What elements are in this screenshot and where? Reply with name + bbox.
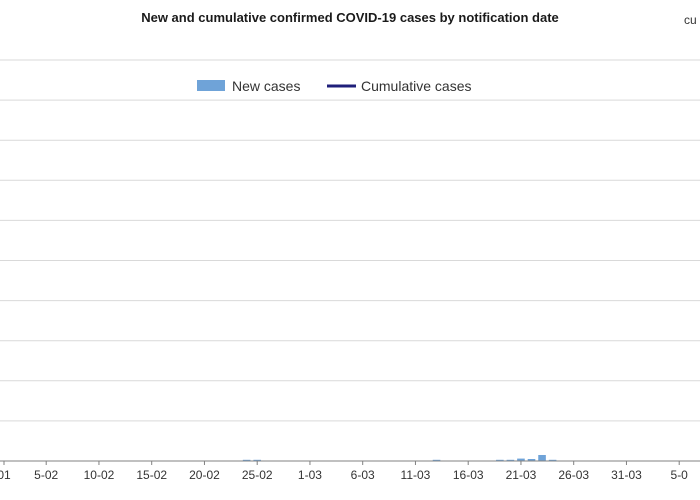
x-tick-label: 21-03 [506, 468, 537, 482]
x-tick-label: 25-02 [242, 468, 273, 482]
new-cases-bar [506, 459, 515, 461]
x-tick-label: 15-02 [136, 468, 167, 482]
x-tick-label: 01 [0, 468, 11, 482]
new-cases-bar [432, 459, 441, 461]
x-tick-labels: 01 5-02 10-02 15-02 20-02 25-02 1-03 6-03 11-03 1… [0, 461, 688, 482]
legend-new-cases-swatch [197, 80, 225, 91]
x-tick-label: 16-03 [453, 468, 484, 482]
legend-cumulative-cases-label: Cumulative cases [361, 78, 472, 94]
x-tick-label: 10-02 [84, 468, 115, 482]
new-cases-bar [548, 459, 557, 461]
new-cases-bar [527, 459, 536, 461]
x-tick-label: 5-0 [671, 468, 689, 482]
x-tick-label: 5-02 [34, 468, 58, 482]
new-cases-bar [496, 459, 504, 461]
x-tick-label: 31-03 [611, 468, 642, 482]
cropped-side-label: cu [684, 13, 697, 27]
gridlines [0, 59, 700, 462]
chart-title: New and cumulative confirmed COVID-19 ca… [141, 10, 559, 25]
legend: New cases Cumulative cases [197, 78, 472, 94]
x-tick-label: 26-03 [558, 468, 589, 482]
new-cases-bar [517, 458, 525, 461]
x-tick-label: 6-03 [351, 468, 375, 482]
new-cases-bar [253, 459, 261, 461]
new-cases-bars [242, 454, 557, 461]
new-cases-bar [538, 454, 546, 461]
x-tick-label: 20-02 [189, 468, 220, 482]
new-cases-bar [242, 459, 251, 461]
legend-new-cases-label: New cases [232, 78, 300, 94]
x-tick-label: 1-03 [298, 468, 322, 482]
x-tick-label: 11-03 [401, 468, 431, 482]
